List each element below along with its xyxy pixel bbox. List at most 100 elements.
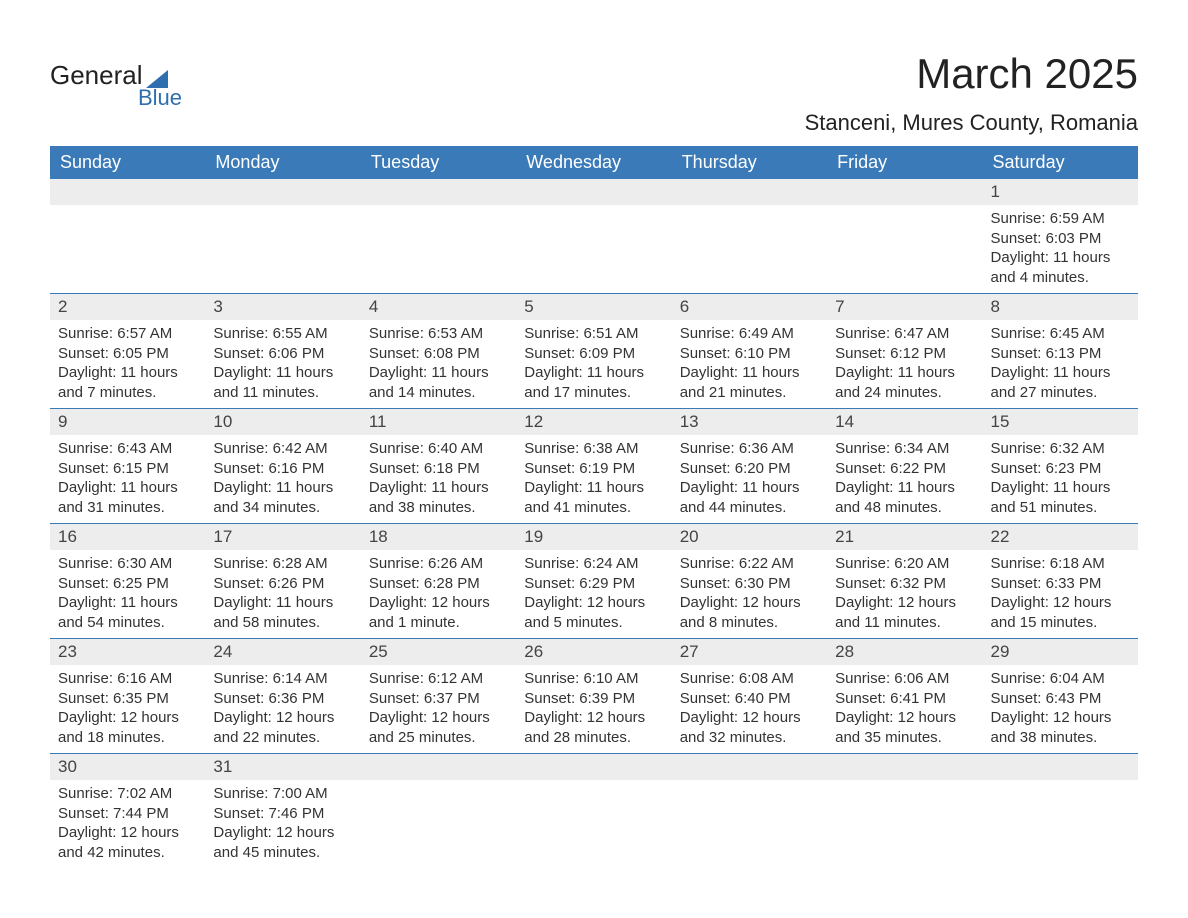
sunrise-text: Sunrise: 6:45 AM <box>991 324 1130 344</box>
day-body: Sunrise: 6:16 AMSunset: 6:35 PMDaylight:… <box>50 665 205 753</box>
day-number <box>672 754 827 780</box>
sunset-text: Sunset: 6:03 PM <box>991 229 1130 249</box>
day-body: Sunrise: 6:45 AMSunset: 6:13 PMDaylight:… <box>983 320 1138 408</box>
sunrise-text: Sunrise: 6:32 AM <box>991 439 1130 459</box>
day-number: 22 <box>983 524 1138 550</box>
daylight-text: Daylight: 11 hours and 48 minutes. <box>835 478 974 517</box>
calendar: SundayMondayTuesdayWednesdayThursdayFrid… <box>50 146 1138 868</box>
week-row: 23242526272829Sunrise: 6:16 AMSunset: 6:… <box>50 638 1138 753</box>
day-body: Sunrise: 6:40 AMSunset: 6:18 PMDaylight:… <box>361 435 516 523</box>
sunset-text: Sunset: 6:23 PM <box>991 459 1130 479</box>
logo: General Blue <box>50 60 182 111</box>
day-number: 10 <box>205 409 360 435</box>
sunrise-text: Sunrise: 6:34 AM <box>835 439 974 459</box>
day-header: Monday <box>205 146 360 179</box>
daylight-text: Daylight: 12 hours and 15 minutes. <box>991 593 1130 632</box>
location: Stanceni, Mures County, Romania <box>805 110 1138 136</box>
sunset-text: Sunset: 6:22 PM <box>835 459 974 479</box>
day-number <box>983 754 1138 780</box>
day-number <box>361 179 516 205</box>
sunrise-text: Sunrise: 7:00 AM <box>213 784 352 804</box>
sunrise-text: Sunrise: 6:04 AM <box>991 669 1130 689</box>
sunrise-text: Sunrise: 6:20 AM <box>835 554 974 574</box>
sunset-text: Sunset: 6:32 PM <box>835 574 974 594</box>
week-row: 9101112131415Sunrise: 6:43 AMSunset: 6:1… <box>50 408 1138 523</box>
sunset-text: Sunset: 6:18 PM <box>369 459 508 479</box>
day-number: 25 <box>361 639 516 665</box>
sunrise-text: Sunrise: 6:57 AM <box>58 324 197 344</box>
logo-text-blue: Blue <box>138 85 182 111</box>
day-header-row: SundayMondayTuesdayWednesdayThursdayFrid… <box>50 146 1138 179</box>
week-row: 1Sunrise: 6:59 AMSunset: 6:03 PMDaylight… <box>50 179 1138 293</box>
daylight-text: Daylight: 12 hours and 25 minutes. <box>369 708 508 747</box>
day-number: 8 <box>983 294 1138 320</box>
title-block: March 2025 Stanceni, Mures County, Roman… <box>805 50 1138 136</box>
day-body: Sunrise: 6:20 AMSunset: 6:32 PMDaylight:… <box>827 550 982 638</box>
week-row: 2345678Sunrise: 6:57 AMSunset: 6:05 PMDa… <box>50 293 1138 408</box>
sunrise-text: Sunrise: 6:10 AM <box>524 669 663 689</box>
sunrise-text: Sunrise: 6:30 AM <box>58 554 197 574</box>
daylight-text: Daylight: 11 hours and 17 minutes. <box>524 363 663 402</box>
daylight-text: Daylight: 11 hours and 11 minutes. <box>213 363 352 402</box>
sunrise-text: Sunrise: 6:14 AM <box>213 669 352 689</box>
day-number: 23 <box>50 639 205 665</box>
sunrise-text: Sunrise: 6:42 AM <box>213 439 352 459</box>
sunset-text: Sunset: 6:06 PM <box>213 344 352 364</box>
sunset-text: Sunset: 6:26 PM <box>213 574 352 594</box>
day-body: Sunrise: 7:02 AMSunset: 7:44 PMDaylight:… <box>50 780 205 868</box>
sunrise-text: Sunrise: 6:40 AM <box>369 439 508 459</box>
daylight-text: Daylight: 11 hours and 38 minutes. <box>369 478 508 517</box>
daylight-text: Daylight: 12 hours and 45 minutes. <box>213 823 352 862</box>
day-body: Sunrise: 6:57 AMSunset: 6:05 PMDaylight:… <box>50 320 205 408</box>
day-body: Sunrise: 6:53 AMSunset: 6:08 PMDaylight:… <box>361 320 516 408</box>
day-number: 30 <box>50 754 205 780</box>
sunset-text: Sunset: 7:46 PM <box>213 804 352 824</box>
day-body <box>827 780 982 868</box>
day-body: Sunrise: 6:36 AMSunset: 6:20 PMDaylight:… <box>672 435 827 523</box>
daylight-text: Daylight: 11 hours and 31 minutes. <box>58 478 197 517</box>
day-number <box>50 179 205 205</box>
sunset-text: Sunset: 6:39 PM <box>524 689 663 709</box>
month-title: March 2025 <box>805 50 1138 98</box>
sunrise-text: Sunrise: 6:24 AM <box>524 554 663 574</box>
day-number <box>205 179 360 205</box>
day-body: Sunrise: 6:59 AMSunset: 6:03 PMDaylight:… <box>983 205 1138 293</box>
sunrise-text: Sunrise: 6:51 AM <box>524 324 663 344</box>
sunrise-text: Sunrise: 6:22 AM <box>680 554 819 574</box>
day-number: 29 <box>983 639 1138 665</box>
day-number: 5 <box>516 294 671 320</box>
day-body: Sunrise: 6:28 AMSunset: 6:26 PMDaylight:… <box>205 550 360 638</box>
day-body: Sunrise: 6:32 AMSunset: 6:23 PMDaylight:… <box>983 435 1138 523</box>
sunset-text: Sunset: 6:20 PM <box>680 459 819 479</box>
day-number: 28 <box>827 639 982 665</box>
day-number: 20 <box>672 524 827 550</box>
day-number: 27 <box>672 639 827 665</box>
day-number: 21 <box>827 524 982 550</box>
day-number: 24 <box>205 639 360 665</box>
daylight-text: Daylight: 11 hours and 24 minutes. <box>835 363 974 402</box>
daylight-text: Daylight: 11 hours and 34 minutes. <box>213 478 352 517</box>
day-number: 17 <box>205 524 360 550</box>
day-header: Wednesday <box>516 146 671 179</box>
sunrise-text: Sunrise: 6:28 AM <box>213 554 352 574</box>
day-body <box>827 205 982 293</box>
sunset-text: Sunset: 6:28 PM <box>369 574 508 594</box>
day-body: Sunrise: 6:22 AMSunset: 6:30 PMDaylight:… <box>672 550 827 638</box>
day-number <box>827 754 982 780</box>
sunrise-text: Sunrise: 6:47 AM <box>835 324 974 344</box>
daylight-text: Daylight: 11 hours and 14 minutes. <box>369 363 508 402</box>
day-number: 3 <box>205 294 360 320</box>
day-body: Sunrise: 6:26 AMSunset: 6:28 PMDaylight:… <box>361 550 516 638</box>
day-body <box>361 780 516 868</box>
day-body <box>516 780 671 868</box>
daylight-text: Daylight: 11 hours and 7 minutes. <box>58 363 197 402</box>
sunset-text: Sunset: 6:12 PM <box>835 344 974 364</box>
logo-text-general: General <box>50 60 143 91</box>
day-body: Sunrise: 6:06 AMSunset: 6:41 PMDaylight:… <box>827 665 982 753</box>
daylight-text: Daylight: 11 hours and 21 minutes. <box>680 363 819 402</box>
daylight-text: Daylight: 12 hours and 1 minute. <box>369 593 508 632</box>
sunrise-text: Sunrise: 6:55 AM <box>213 324 352 344</box>
day-number: 15 <box>983 409 1138 435</box>
daylight-text: Daylight: 11 hours and 41 minutes. <box>524 478 663 517</box>
daylight-text: Daylight: 11 hours and 27 minutes. <box>991 363 1130 402</box>
